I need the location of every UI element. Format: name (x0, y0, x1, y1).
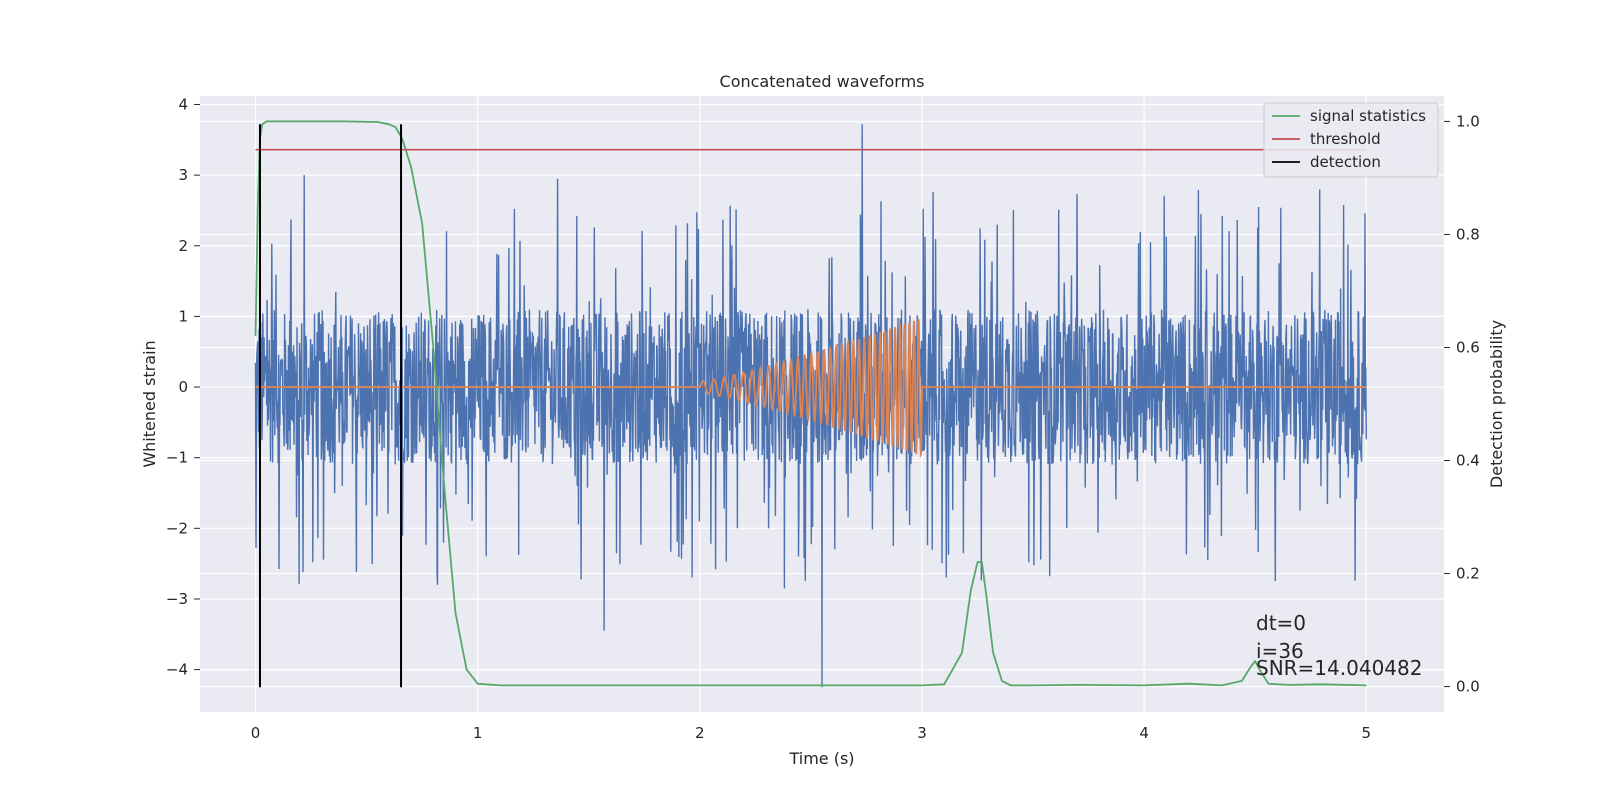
y-tick-label: 1 (178, 307, 188, 325)
x-tick-label: 3 (917, 724, 927, 742)
x-tick-label: 0 (251, 724, 261, 742)
chart-title: Concatenated waveforms (720, 72, 925, 91)
legend-box (1263, 102, 1439, 178)
y-tick-label: −2 (166, 519, 188, 537)
y-tick-label: −4 (166, 661, 188, 679)
annotation-block: dt=0 i=36 SNR=14.040482 (1256, 611, 1422, 680)
y-tick-label: 2 (178, 237, 188, 255)
y-tick-label: 4 (178, 95, 188, 113)
annotation-snr: SNR=14.040482 (1256, 656, 1422, 680)
x-tick-label: 5 (1361, 724, 1371, 742)
y-tick-label: −1 (166, 449, 188, 467)
legend: signal statistics threshold detection (1263, 102, 1439, 178)
legend-label-signal-statistics: signal statistics (1310, 107, 1426, 125)
annotation-index: i=36 (1256, 639, 1304, 663)
y-axis-label: Whitened strain (140, 340, 159, 467)
x-tick-label: 2 (695, 724, 705, 742)
y2-tick-label: 1.0 (1456, 112, 1480, 130)
y-tick-label: 3 (178, 166, 188, 184)
y2-tick-label: 0.8 (1456, 225, 1480, 243)
legend-label-threshold: threshold (1310, 130, 1381, 148)
series-strain-noise (254, 124, 1367, 688)
y2-tick-label: 0.0 (1456, 678, 1480, 696)
annotation-dt: dt=0 (1256, 611, 1306, 635)
y2-tick-label: 0.4 (1456, 452, 1480, 470)
ticks: 0 1 2 3 4 5 4 3 2 1 0 −1 −2 −3 −4 1.0 0.8 0.6 0.4 0.2 0.0 (166, 95, 1480, 742)
legend-label-detection: detection (1310, 153, 1381, 171)
series-template-chirp (255, 319, 1367, 459)
y2-axis-label: Detection probability (1487, 320, 1506, 488)
x-axis-label: Time (s) (788, 749, 854, 768)
series-signal-statistics (254, 120, 1367, 687)
y2-tick-label: 0.6 (1456, 338, 1480, 356)
x-tick-label: 4 (1139, 724, 1149, 742)
x-tick-label: 1 (473, 724, 483, 742)
y-tick-label: 0 (178, 378, 188, 396)
y-tick-label: −3 (166, 590, 188, 608)
y2-tick-label: 0.2 (1456, 565, 1480, 583)
data-layer (254, 120, 1367, 688)
